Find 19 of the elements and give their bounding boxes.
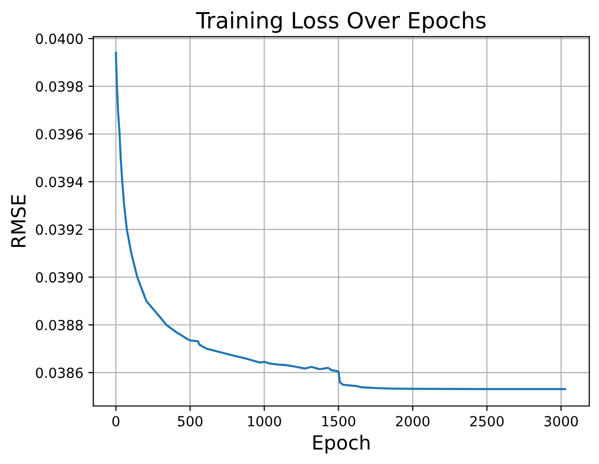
x-tick-label: 1500 <box>322 416 356 426</box>
y-tick-label: 0.0396 <box>36 128 83 140</box>
y-tick-label: 0.0394 <box>36 176 83 188</box>
y-tick-label: 0.0398 <box>36 81 83 92</box>
x-tick-label: 2000 <box>396 416 430 426</box>
y-tick-label: 0.0386 <box>36 368 83 378</box>
x-tick-label: 2500 <box>470 416 504 426</box>
x-tick-label: 3000 <box>544 416 578 426</box>
x-axis-title: Epoch <box>313 434 370 454</box>
y-tick-label: 0.0390 <box>36 272 83 283</box>
x-tick-label: 500 <box>178 416 202 426</box>
y-tick-label: 0.0388 <box>36 320 83 330</box>
x-tick-label: 0 <box>112 416 120 426</box>
x-tick-label: 1000 <box>248 416 282 426</box>
chart-title: Training Loss Over Epochs <box>196 11 486 33</box>
line-series <box>114 52 566 390</box>
y-tick-label: 0.0392 <box>36 224 82 235</box>
y-axis-title: RMSE <box>10 195 26 247</box>
y-tick-label: 0.0400 <box>36 34 83 44</box>
